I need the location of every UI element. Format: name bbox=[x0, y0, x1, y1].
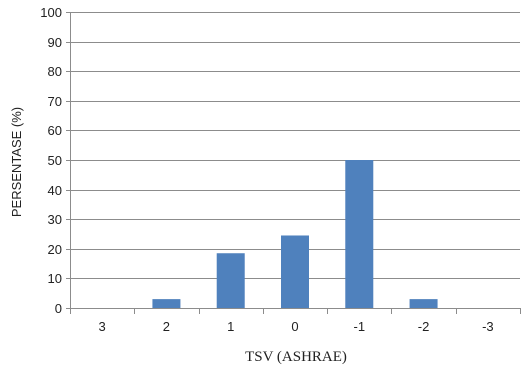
x-tick-label: -2 bbox=[418, 319, 430, 334]
y-tick-labels: 0 10 20 30 40 50 60 70 80 90 100 bbox=[40, 5, 62, 316]
y-tick-label: 10 bbox=[48, 271, 62, 286]
x-tick-label: -1 bbox=[354, 319, 366, 334]
y-tick-label: 20 bbox=[48, 242, 62, 257]
y-tick-label: 90 bbox=[48, 35, 62, 50]
y-tick-label: 60 bbox=[48, 123, 62, 138]
axes bbox=[66, 12, 521, 314]
bar--2 bbox=[409, 299, 438, 308]
y-tick-label: 30 bbox=[48, 212, 62, 227]
y-tick-label: 0 bbox=[55, 301, 62, 316]
gridlines bbox=[70, 12, 520, 279]
x-tick-label: 3 bbox=[99, 319, 106, 334]
bar-0 bbox=[281, 235, 309, 308]
x-tick-label: 2 bbox=[163, 319, 170, 334]
x-tick-label: 1 bbox=[227, 319, 234, 334]
x-tick-labels: 3 2 1 0 -1 -2 -3 bbox=[99, 319, 494, 334]
bars bbox=[152, 160, 438, 308]
bar-1 bbox=[216, 253, 245, 308]
bar-2 bbox=[152, 299, 181, 308]
x-tick-label: 0 bbox=[291, 319, 298, 334]
y-tick-label: 100 bbox=[40, 5, 62, 20]
y-tick-label: 50 bbox=[48, 153, 62, 168]
bar--1 bbox=[345, 160, 374, 308]
y-axis-label: PERSENTASE (%) bbox=[9, 107, 24, 217]
x-tick-label: -3 bbox=[482, 319, 494, 334]
y-tick-label: 40 bbox=[48, 183, 62, 198]
y-tick-label: 70 bbox=[48, 94, 62, 109]
x-axis-label: TSV (ASHRAE) bbox=[245, 349, 347, 365]
y-tick-label: 80 bbox=[48, 64, 62, 79]
